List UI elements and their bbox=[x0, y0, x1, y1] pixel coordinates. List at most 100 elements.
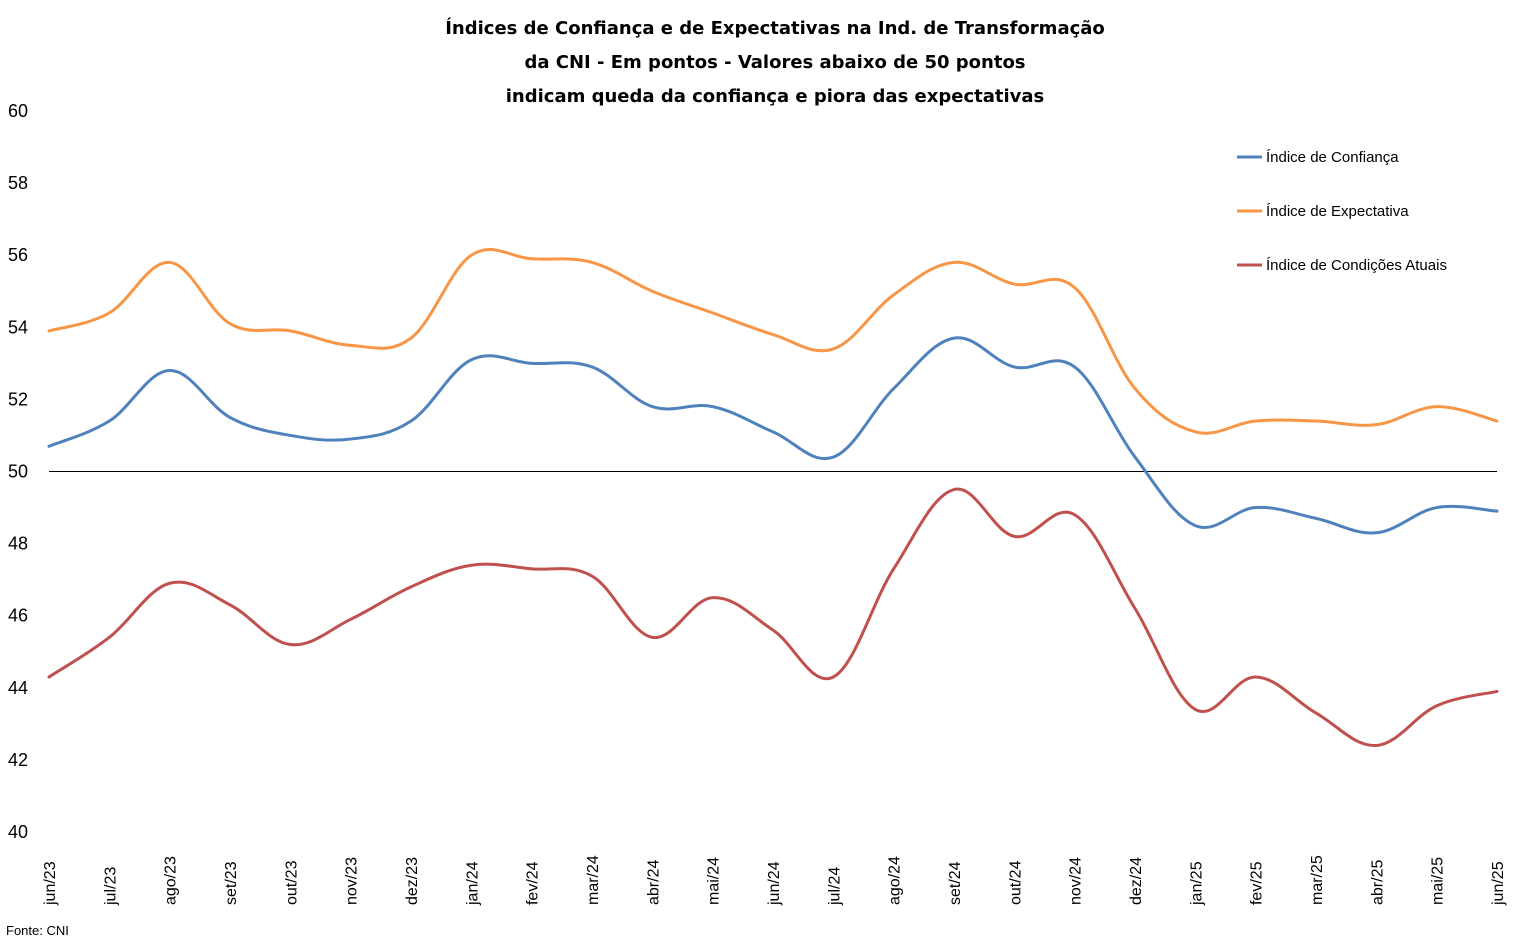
data-point bbox=[1495, 689, 1499, 693]
data-point bbox=[1133, 606, 1137, 610]
data-point bbox=[469, 253, 473, 257]
data-point bbox=[1193, 524, 1197, 528]
data-point bbox=[168, 369, 172, 373]
data-point bbox=[47, 329, 51, 333]
x-tick-label: out/24 bbox=[1007, 860, 1024, 905]
data-point bbox=[1495, 419, 1499, 423]
data-point bbox=[650, 635, 654, 639]
data-point bbox=[228, 603, 232, 607]
x-tick-label: dez/24 bbox=[1128, 857, 1145, 905]
data-point bbox=[892, 293, 896, 297]
x-tick-label: jan/25 bbox=[1188, 861, 1205, 906]
series-line-1 bbox=[47, 248, 1499, 435]
y-tick-label: 56 bbox=[8, 245, 28, 265]
data-point bbox=[530, 257, 534, 261]
data-point bbox=[1012, 365, 1016, 369]
data-point bbox=[1193, 430, 1197, 434]
data-point bbox=[107, 311, 111, 315]
x-tick-label: jan/24 bbox=[464, 861, 481, 906]
data-point bbox=[650, 405, 654, 409]
x-tick-label: fev/24 bbox=[525, 861, 542, 905]
data-point bbox=[228, 415, 232, 419]
x-tick-label: mar/24 bbox=[585, 855, 602, 905]
data-point bbox=[1012, 534, 1016, 538]
data-point bbox=[1435, 506, 1439, 510]
data-point bbox=[952, 260, 956, 264]
data-point bbox=[1374, 743, 1378, 747]
data-point bbox=[409, 419, 413, 423]
chart-title-line-1: Índices de Confiança e de Expectativas n… bbox=[445, 18, 1105, 39]
x-tick-label: jun/23 bbox=[42, 861, 59, 906]
data-point bbox=[771, 628, 775, 632]
chart-title-line-3: indicam queda da confiança e piora das e… bbox=[505, 86, 1045, 107]
x-tick-label: mai/25 bbox=[1430, 857, 1447, 905]
x-tick-label: fev/25 bbox=[1249, 861, 1266, 905]
y-tick-label: 44 bbox=[8, 678, 28, 698]
x-tick-label: jun/25 bbox=[1490, 861, 1507, 906]
data-point bbox=[771, 430, 775, 434]
data-point bbox=[1314, 516, 1318, 520]
x-tick-label: ago/23 bbox=[163, 856, 180, 905]
data-point bbox=[892, 387, 896, 391]
data-point bbox=[590, 260, 594, 264]
data-point bbox=[1374, 423, 1378, 427]
data-point bbox=[831, 675, 835, 679]
series-line-0 bbox=[47, 336, 1499, 535]
y-tick-label: 46 bbox=[8, 606, 28, 626]
legend-label-2: Índice de Condições Atuais bbox=[1266, 257, 1447, 274]
x-tick-label: set/24 bbox=[947, 861, 964, 905]
data-point bbox=[288, 643, 292, 647]
data-point bbox=[47, 675, 51, 679]
data-point bbox=[711, 405, 715, 409]
x-tick-label: jun/24 bbox=[766, 861, 783, 906]
x-tick-label: jul/24 bbox=[826, 867, 843, 906]
x-tick-label: ago/24 bbox=[887, 856, 904, 905]
data-point bbox=[1073, 286, 1077, 290]
data-point bbox=[228, 322, 232, 326]
x-tick-label: jul/23 bbox=[102, 867, 119, 906]
data-point bbox=[771, 333, 775, 337]
data-point bbox=[831, 455, 835, 459]
data-point bbox=[349, 343, 353, 347]
data-point bbox=[1133, 387, 1137, 391]
data-point bbox=[1254, 506, 1258, 510]
data-point bbox=[1314, 711, 1318, 715]
data-point bbox=[1435, 704, 1439, 708]
x-tick-label: out/23 bbox=[283, 860, 300, 905]
data-point bbox=[1435, 405, 1439, 409]
data-point bbox=[892, 567, 896, 571]
chart-title: Índices de Confiança e de Expectativas n… bbox=[275, 12, 1275, 114]
data-point bbox=[530, 361, 534, 365]
series-line-2 bbox=[47, 487, 1499, 747]
y-tick-label: 42 bbox=[8, 750, 28, 770]
data-point bbox=[409, 336, 413, 340]
data-point bbox=[349, 617, 353, 621]
data-point bbox=[1193, 707, 1197, 711]
data-point bbox=[288, 433, 292, 437]
data-point bbox=[1495, 509, 1499, 513]
x-tick-label: set/23 bbox=[223, 861, 240, 905]
data-point bbox=[831, 347, 835, 351]
data-point bbox=[469, 563, 473, 567]
data-point bbox=[590, 365, 594, 369]
y-tick-label: 60 bbox=[8, 101, 28, 121]
data-point bbox=[530, 567, 534, 571]
x-tick-label: nov/23 bbox=[344, 857, 361, 905]
data-point bbox=[47, 444, 51, 448]
data-point bbox=[1254, 419, 1258, 423]
data-point bbox=[168, 260, 172, 264]
y-tick-label: 40 bbox=[8, 822, 28, 842]
data-point bbox=[168, 581, 172, 585]
data-point bbox=[107, 635, 111, 639]
data-point bbox=[711, 596, 715, 600]
source-note: Fonte: CNI bbox=[6, 923, 69, 938]
x-tick-label: abr/25 bbox=[1369, 860, 1386, 905]
y-tick-label: 58 bbox=[8, 173, 28, 193]
data-point bbox=[952, 488, 956, 492]
legend-label-1: Índice de Expectativa bbox=[1266, 203, 1409, 220]
data-point bbox=[1374, 531, 1378, 535]
data-point bbox=[1073, 513, 1077, 517]
data-point bbox=[1073, 365, 1077, 369]
data-point bbox=[952, 336, 956, 340]
